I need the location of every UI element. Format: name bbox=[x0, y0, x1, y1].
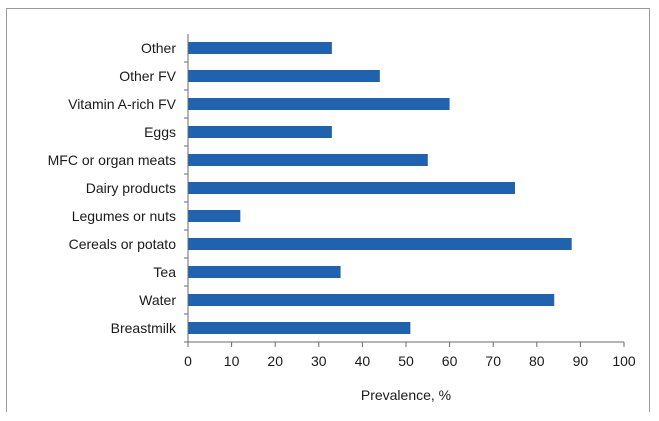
bar-other-fv bbox=[188, 70, 380, 82]
x-tick-label: 50 bbox=[398, 353, 414, 369]
bar-legumes-or-nuts bbox=[188, 210, 241, 222]
bar-breastmilk bbox=[188, 322, 411, 334]
x-tick-label: 10 bbox=[224, 353, 240, 369]
bar-dairy-products bbox=[188, 182, 515, 194]
x-tick-label: 90 bbox=[573, 353, 589, 369]
bar-mfc-or-organ-meats bbox=[188, 154, 428, 166]
x-tick-label: 100 bbox=[612, 353, 636, 369]
category-label: Vitamin A-rich FV bbox=[68, 96, 177, 112]
bars-group bbox=[184, 42, 572, 343]
bar-tea bbox=[188, 266, 341, 278]
category-label: Other FV bbox=[119, 68, 176, 84]
x-tick-label: 80 bbox=[529, 353, 545, 369]
x-tick-label: 20 bbox=[267, 353, 283, 369]
category-label: Breastmilk bbox=[111, 320, 177, 336]
x-tick-label: 30 bbox=[311, 353, 327, 369]
x-tick-label: 60 bbox=[442, 353, 458, 369]
category-label: Dairy products bbox=[86, 180, 176, 196]
bar-eggs bbox=[188, 126, 332, 138]
bar-vitamin-a-rich-fv bbox=[188, 98, 450, 110]
category-label: MFC or organ meats bbox=[48, 152, 176, 168]
x-tick-label: 70 bbox=[485, 353, 501, 369]
category-label: Eggs bbox=[144, 124, 176, 140]
category-label: Tea bbox=[153, 264, 176, 280]
category-label: Other bbox=[141, 40, 176, 56]
category-label: Cereals or potato bbox=[69, 236, 177, 252]
bar-cereals-or-potato bbox=[188, 238, 572, 250]
x-axis-title: Prevalence, % bbox=[361, 387, 451, 403]
x-ticks: 0 10 20 30 40 50 60 70 80 90 100 bbox=[184, 342, 636, 369]
category-labels: Other Other FV Vitamin A-rich FV Eggs MFC or… bbox=[48, 40, 177, 336]
category-label: Water bbox=[139, 292, 176, 308]
bar-other bbox=[188, 42, 332, 54]
bar-water bbox=[188, 294, 555, 306]
x-tick-label: 0 bbox=[184, 353, 192, 369]
x-tick-label: 40 bbox=[355, 353, 371, 369]
category-label: Legumes or nuts bbox=[72, 208, 176, 224]
